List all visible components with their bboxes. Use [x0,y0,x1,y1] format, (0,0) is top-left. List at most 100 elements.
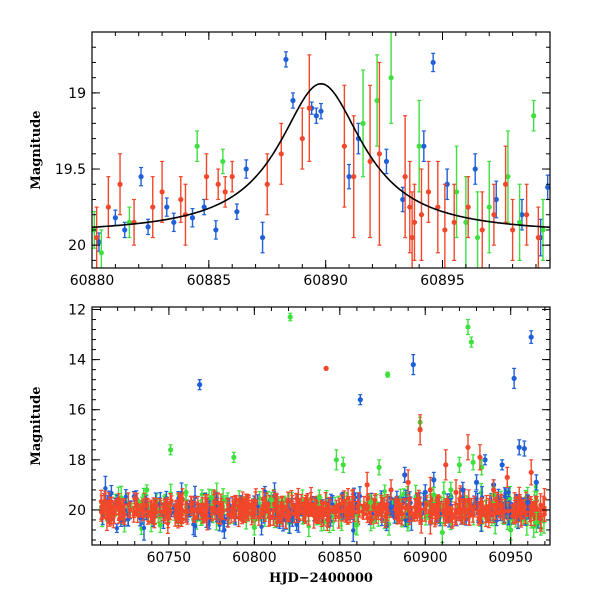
data-point [191,506,196,512]
data-point [189,215,196,221]
data-point-red-16 [341,84,347,208]
x-tick-label: 60885 [187,273,232,289]
data-point [418,212,425,218]
data-point [497,509,502,515]
data-point [278,151,284,157]
baseline-point-red [344,504,349,523]
data-point [341,143,347,149]
data-point [444,181,450,187]
data-point-red-27 [442,183,448,268]
data-point [101,503,107,508]
data-point-red-15 [306,54,312,163]
data-point [430,59,436,66]
baseline-point-red [126,492,131,518]
data-point [164,204,170,210]
data-point [538,507,544,513]
data-point-green-1 [98,229,104,268]
data-point-blue-10 [234,203,240,220]
data-point-blue-6 [171,212,177,233]
data-point-red-0 [94,206,100,268]
baseline-point-red [327,496,332,521]
data-point-red-29 [465,176,471,239]
data-point-green-14 [517,183,523,261]
axis-frame [91,31,551,269]
data-point [361,503,367,508]
data-point [538,516,544,522]
data-point [351,528,356,533]
data-point [403,517,408,523]
data-point [503,490,508,496]
data-point-blue-21 [383,148,390,175]
data-point [200,503,205,509]
data-point-blue-1 [112,209,118,226]
baseline-point-red [306,506,311,517]
data-point-blue-14 [290,92,296,109]
data-point [260,503,266,508]
data-point [335,14,340,19]
data-point [400,196,406,203]
data-point-green-8 [416,99,422,193]
data-point [126,502,131,508]
model-curve-line [92,82,550,229]
data-point [219,506,224,511]
y-axis-label: Magnitude [29,110,44,189]
baseline-point-red [191,496,196,522]
y-tick-label: 19 [68,86,86,102]
data-point-green-12 [486,160,492,254]
data-point [318,108,324,114]
data-point [294,522,299,528]
data-point-red-26 [435,160,441,254]
data-point-red-11 [229,160,235,193]
data-point [122,227,128,233]
data-point [220,158,226,165]
data-point [465,204,471,210]
data-point [507,496,513,501]
data-point-red-14 [299,107,305,170]
data-point-green-3 [194,130,200,163]
baseline-point-green [199,489,205,500]
data-point [243,166,249,172]
data-point [472,166,478,172]
data-point-red-24 [418,168,425,261]
data-point-blue-3 [138,166,144,187]
data-point-red-17 [351,115,357,239]
data-point [519,212,525,218]
data-point-red-9 [215,168,221,201]
data-point [306,509,311,514]
data-point [306,105,312,111]
data-point [229,174,235,180]
data-point-red-13 [278,122,284,185]
data-point-red-23 [411,183,418,261]
data-point [105,204,111,210]
data-point [367,158,373,165]
data-point [351,174,357,180]
data-point [416,143,422,149]
data-point [535,234,541,241]
x-tick-label: 60895 [420,273,465,289]
data-point-blue-9 [213,220,219,240]
data-point-blue-5 [164,197,170,217]
data-point [531,113,537,119]
baseline-point-red [541,495,546,518]
data-point [215,181,221,187]
data-point [112,215,118,221]
data-point [194,143,200,149]
data-point-red-33 [510,198,516,261]
data-point [103,486,108,491]
data-point [264,181,270,187]
data-point [123,494,129,499]
bottom-panel-full-light-curve: 60750 60800 60850 60900 609501214161820Magni… [29,303,551,586]
data-point-blue-18 [335,8,340,26]
data-point [299,135,305,142]
data-point [409,234,415,241]
data-point-red-2 [117,153,123,216]
data-point-red-8 [203,153,210,201]
data-point [145,224,151,230]
data-point-red-3 [131,198,137,246]
data-point-red-4 [150,176,156,239]
data-point [472,504,477,509]
data-point [262,507,268,512]
data-point [505,174,511,180]
data-point-red-10 [222,176,228,208]
baseline-point-red [229,507,234,519]
